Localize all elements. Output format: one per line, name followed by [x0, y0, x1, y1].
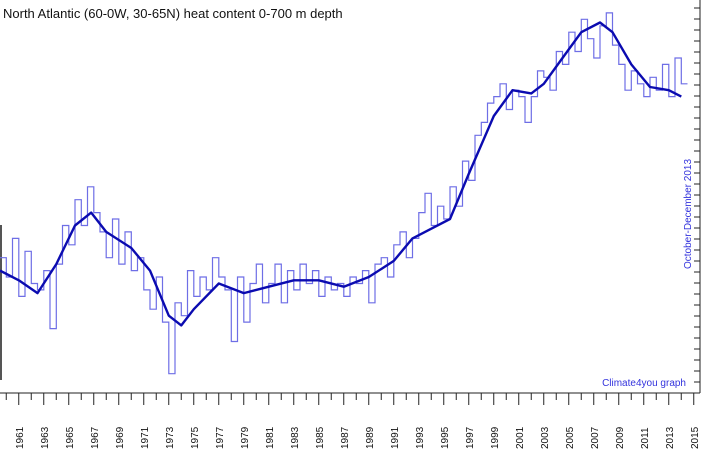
series-monthly-step: [0, 12, 688, 375]
x-tick-label-1969: 1969: [115, 426, 126, 449]
x-tick-label-1983: 1983: [290, 426, 301, 449]
x-tick-label-2001: 2001: [515, 426, 526, 449]
credit-label: Climate4you graph: [602, 378, 686, 389]
plot-frame: [0, 0, 701, 394]
x-tick-label-2011: 2011: [640, 427, 651, 449]
x-tick-label-1999: 1999: [490, 426, 501, 449]
date-note: October-December 2013: [683, 159, 694, 269]
x-tick-label-2007: 2007: [590, 426, 601, 449]
x-tick-label-2013: 2013: [665, 426, 676, 449]
x-tick-label-1963: 1963: [40, 426, 51, 449]
x-tick-label-1987: 1987: [340, 426, 351, 449]
x-tick-label-1975: 1975: [190, 426, 201, 449]
series-running-mean: [0, 21, 682, 327]
x-tick-label-1993: 1993: [415, 426, 426, 449]
right-axis-ticks: [694, 7, 700, 383]
x-tick-label-1965: 1965: [65, 426, 76, 449]
x-axis-tick-labels: 1961 1963 1965 1967 1969 1971 1973 1975 1977 1979…: [15, 426, 701, 449]
x-tick-label-1985: 1985: [315, 426, 326, 449]
x-axis-ticks: [5, 393, 695, 405]
x-tick-label-2015: 2015: [690, 426, 701, 449]
x-tick-label-1981: 1981: [265, 426, 276, 449]
x-tick-label-1997: 1997: [465, 426, 476, 449]
chart-title: North Atlantic (60-0W, 30-65N) heat cont…: [3, 6, 343, 21]
x-tick-label-1991: 1991: [390, 426, 401, 449]
x-tick-label-1979: 1979: [240, 426, 251, 449]
x-tick-label-1961: 1961: [15, 426, 26, 449]
x-tick-label-2003: 2003: [540, 426, 551, 449]
x-tick-label-1967: 1967: [90, 426, 101, 449]
x-tick-label-2009: 2009: [615, 426, 626, 449]
x-tick-label-1977: 1977: [215, 426, 226, 449]
x-tick-label-1971: 1971: [140, 426, 151, 449]
x-tick-label-1995: 1995: [440, 426, 451, 449]
x-tick-label-1989: 1989: [365, 426, 376, 449]
x-tick-label-1973: 1973: [165, 426, 176, 449]
x-tick-label-2005: 2005: [565, 426, 576, 449]
